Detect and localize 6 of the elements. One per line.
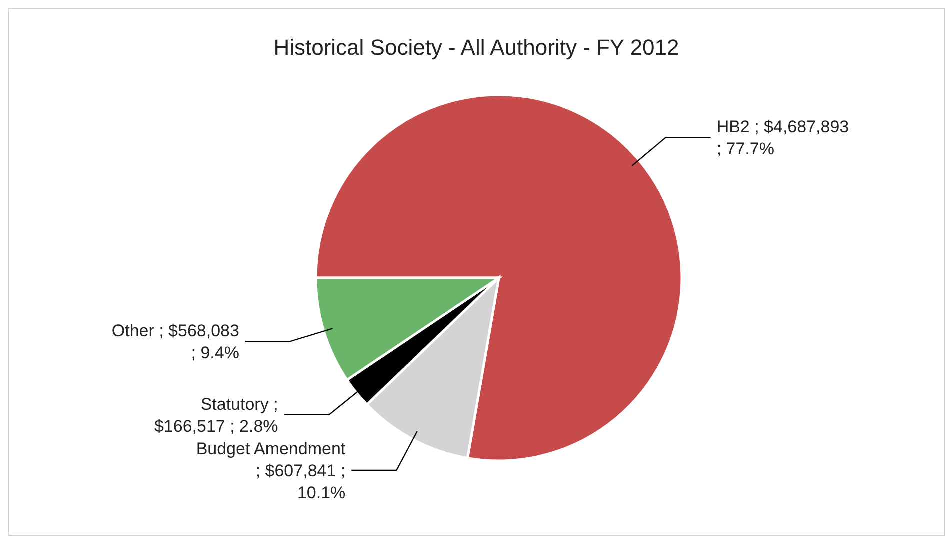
slice-label: Statutory ; $166,517 ; 2.8%	[154, 394, 278, 436]
data-label: ; $607,841 ; 10.1%	[256, 460, 346, 502]
slice-label: Other ; $568,083 ; 9.4%	[112, 321, 240, 362]
chart-title: Historical Society - All Authority - FY 2012	[272, 35, 680, 61]
slice-label: HB2 ; $4,687,893 ; 77.7%	[716, 117, 850, 158]
slice-label: Budget Amendment	[196, 438, 346, 458]
